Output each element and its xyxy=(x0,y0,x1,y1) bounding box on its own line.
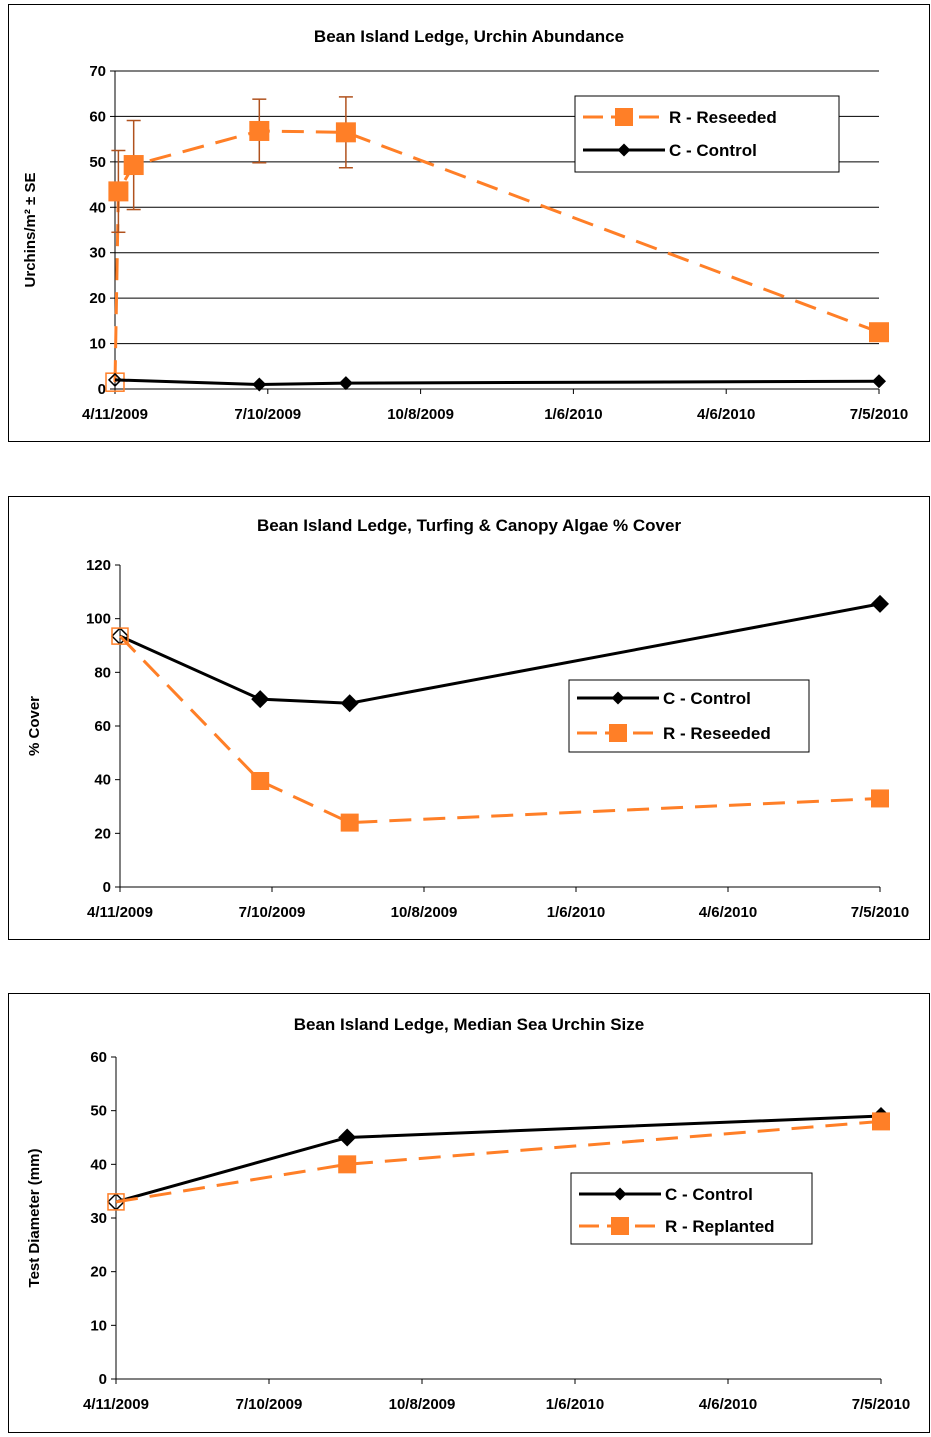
y-tick-label: 10 xyxy=(89,336,106,353)
legend: C - Control R - Reseeded xyxy=(568,679,810,753)
legend-marker xyxy=(611,1217,629,1235)
legend-marker xyxy=(613,1187,627,1201)
legend-label: C - Control xyxy=(663,689,751,708)
series-line-0 xyxy=(113,129,880,383)
x-tick-label: 7/10/2009 xyxy=(234,406,301,423)
y-tick-label: 60 xyxy=(89,108,106,125)
x-tick-label: 1/6/2010 xyxy=(546,1396,604,1413)
y-tick-label: 50 xyxy=(89,154,106,171)
chart-title: Bean Island Ledge, Urchin Abundance xyxy=(314,27,624,46)
x-tick-label: 4/11/2009 xyxy=(83,1396,149,1413)
y-tick-label: 0 xyxy=(98,381,106,398)
data-point xyxy=(871,594,889,613)
x-tick-label: 10/8/2009 xyxy=(389,1396,456,1413)
x-tick-label: 7/5/2010 xyxy=(850,406,908,423)
x-tick-label: 4/6/2010 xyxy=(697,406,755,423)
data-point xyxy=(108,181,129,202)
data-point xyxy=(871,789,889,808)
data-point xyxy=(249,120,270,141)
chart-urchin-abundance: Bean Island Ledge, Urchin Abundance Urchi… xyxy=(8,4,930,442)
chart-urchin-abundance-svg: Bean Island Ledge, Urchin Abundance Urchi… xyxy=(22,27,908,423)
y-tick-label: 0 xyxy=(99,1371,107,1388)
x-tick-label: 4/11/2009 xyxy=(82,406,148,423)
y-axis-label: % Cover xyxy=(26,696,43,756)
series-line-1 xyxy=(114,378,880,386)
y-tick-label: 100 xyxy=(86,611,111,628)
y-tick-label: 30 xyxy=(89,245,106,262)
y-tick-label: 50 xyxy=(90,1103,107,1120)
data-point xyxy=(340,813,359,832)
legend-label: R - Reseeded xyxy=(669,108,777,127)
legend-marker xyxy=(617,143,631,157)
data-point xyxy=(872,374,886,389)
data-point xyxy=(111,627,129,645)
data-point xyxy=(869,322,889,343)
y-tick-label: 120 xyxy=(86,557,111,574)
x-tick-label: 7/5/2010 xyxy=(851,904,909,921)
series-line-1 xyxy=(115,1119,882,1204)
x-tick-label: 1/6/2010 xyxy=(547,904,605,921)
x-tick-label: 10/8/2009 xyxy=(391,904,458,921)
x-tick-label: 7/5/2010 xyxy=(852,1396,910,1413)
data-point xyxy=(252,377,267,392)
legend-marker xyxy=(615,108,633,126)
x-tick-label: 4/6/2010 xyxy=(699,1396,757,1413)
x-tick-label: 4/6/2010 xyxy=(699,904,757,921)
data-point xyxy=(338,376,353,391)
legend: C - Control R - Replanted xyxy=(570,1172,813,1245)
x-tick-label: 10/8/2009 xyxy=(387,406,454,423)
legend-label: R - Replanted xyxy=(665,1217,775,1236)
y-tick-label: 30 xyxy=(90,1210,107,1227)
series-line-1 xyxy=(118,635,881,825)
data-point xyxy=(251,690,270,709)
data-point xyxy=(107,372,123,387)
y-tick-label: 40 xyxy=(94,772,111,789)
chart-urchin-size-svg: Bean Island Ledge, Median Sea Urchin Siz… xyxy=(26,1015,910,1413)
series-line-0 xyxy=(119,602,881,705)
legend-marker xyxy=(609,724,627,742)
chart-urchin-size: Bean Island Ledge, Median Sea Urchin Siz… xyxy=(8,993,930,1433)
data-point xyxy=(340,694,359,713)
y-tick-label: 0 xyxy=(103,879,111,896)
data-point xyxy=(123,155,144,176)
chart-title: Bean Island Ledge, Median Sea Urchin Siz… xyxy=(294,1015,644,1034)
data-point xyxy=(338,1155,357,1174)
x-tick-label: 7/10/2009 xyxy=(239,904,306,921)
y-tick-label: 20 xyxy=(94,825,111,842)
legend-label: R - Reseeded xyxy=(663,724,771,743)
y-tick-label: 60 xyxy=(94,718,111,735)
y-tick-label: 80 xyxy=(94,664,111,681)
data-point xyxy=(335,122,356,143)
y-tick-label: 40 xyxy=(89,199,106,216)
data-point xyxy=(338,1128,357,1147)
legend-label: C - Control xyxy=(669,141,757,160)
y-tick-label: 10 xyxy=(90,1317,107,1334)
x-tick-label: 1/6/2010 xyxy=(544,406,602,423)
x-tick-label: 7/10/2009 xyxy=(236,1396,303,1413)
chart-algae-cover: Bean Island Ledge, Turfing & Canopy Alga… xyxy=(8,496,930,940)
legend-label: C - Control xyxy=(665,1185,753,1204)
data-point xyxy=(107,1193,125,1211)
y-tick-label: 40 xyxy=(90,1156,107,1173)
data-point xyxy=(872,1112,890,1131)
y-axis-label: Test Diameter (mm) xyxy=(26,1149,43,1288)
y-tick-label: 70 xyxy=(89,63,106,80)
data-point xyxy=(251,772,270,791)
chart-algae-cover-svg: Bean Island Ledge, Turfing & Canopy Alga… xyxy=(26,516,909,921)
y-tick-label: 20 xyxy=(90,1264,107,1281)
x-tick-label: 4/11/2009 xyxy=(87,904,153,921)
chart-title: Bean Island Ledge, Turfing & Canopy Alga… xyxy=(257,516,682,535)
legend: R - Reseeded C - Control xyxy=(574,95,840,173)
legend-marker xyxy=(611,691,625,705)
y-tick-label: 20 xyxy=(89,290,106,307)
y-axis-label: Urchins/m² ± SE xyxy=(22,173,39,288)
y-tick-label: 60 xyxy=(90,1049,107,1066)
